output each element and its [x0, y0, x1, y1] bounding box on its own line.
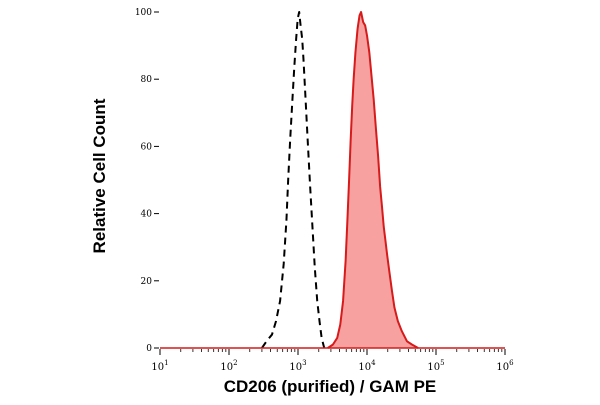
y-tick-label: 40	[141, 210, 153, 220]
x-tick-label: 104	[358, 359, 376, 373]
y-tick-label: 100	[135, 8, 152, 18]
x-tick-label: 103	[289, 359, 306, 373]
series-0-line	[261, 11, 326, 349]
x-tick-label: 102	[220, 359, 237, 373]
y-tick-label: 60	[141, 142, 153, 152]
y-axis-title: Relative Cell Count	[90, 98, 109, 253]
x-tick-label: 105	[427, 359, 444, 373]
axes-layer: 0 20 40 60 80 100 101 102 103 104 105 106	[135, 8, 514, 373]
x-tick-label: 101	[151, 359, 168, 373]
series-1-area	[327, 12, 419, 348]
y-tick-label: 80	[141, 75, 153, 85]
y-tick-label: 20	[141, 277, 153, 287]
series-1-outline	[327, 11, 419, 349]
x-tick-label: 106	[496, 359, 514, 373]
series-layer	[261, 11, 419, 349]
x-axis-title: CD206 (purified) / GAM PE	[224, 377, 437, 396]
y-tick-label: 0	[146, 344, 152, 354]
